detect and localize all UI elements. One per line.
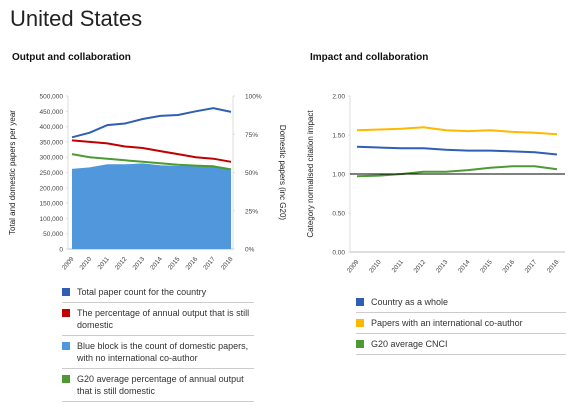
legend-item: G20 average CNCI xyxy=(356,334,566,355)
y-tick-label: 300,000 xyxy=(40,155,64,162)
x-tick-label: 2015 xyxy=(479,258,494,274)
x-tick-label: 2017 xyxy=(524,258,539,274)
legend-swatch xyxy=(356,298,364,306)
y-axis-label: Total and domestic papers per year xyxy=(8,110,17,235)
legend-swatch xyxy=(62,342,70,350)
legend-item: Blue block is the count of domestic pape… xyxy=(62,336,254,369)
chart-title: Impact and collaboration xyxy=(310,52,428,63)
x-tick-label: 2011 xyxy=(97,255,112,271)
x-tick-label: 2012 xyxy=(413,258,428,274)
legend-item: Total paper count for the country xyxy=(62,282,254,303)
legend-label: Total paper count for the country xyxy=(77,287,207,297)
series-line xyxy=(356,145,558,156)
legend-item: Country as a whole xyxy=(356,292,566,313)
y-tick-label: 0.00 xyxy=(332,250,345,257)
legend-swatch xyxy=(62,375,70,383)
area-fill xyxy=(72,163,231,249)
series-line xyxy=(356,126,558,136)
legend-swatch xyxy=(62,309,70,317)
legend-swatch xyxy=(356,319,364,327)
y-tick-label: 1.00 xyxy=(332,172,345,179)
x-tick-label: 2014 xyxy=(149,255,164,271)
page-title: United States xyxy=(10,6,142,31)
x-tick-label: 2018 xyxy=(546,258,561,274)
x-tick-label: 2014 xyxy=(457,258,472,274)
y-tick-label: 350,000 xyxy=(40,139,64,146)
y-tick-label: 150,000 xyxy=(40,201,64,208)
legend-item: The percentage of annual output that is … xyxy=(62,303,254,336)
chart-title: Output and collaboration xyxy=(12,52,131,63)
x-tick-label: 2010 xyxy=(368,258,383,274)
y-tick-label: 0 xyxy=(59,247,63,254)
legend: Total paper count for the country The per… xyxy=(62,282,254,402)
x-tick-label: 2018 xyxy=(220,255,235,271)
legend: Country as a whole Papers with an interna… xyxy=(356,292,566,355)
legend-swatch xyxy=(62,288,70,296)
y-tick-label: 2.00 xyxy=(332,94,345,101)
x-tick-label: 2012 xyxy=(114,255,129,271)
legend-item: G20 average percentage of annual output … xyxy=(62,369,254,402)
y-tick-label: 450,000 xyxy=(40,109,64,116)
legend-label: G20 average CNCI xyxy=(371,339,448,349)
series-line xyxy=(71,153,232,171)
x-tick-label: 2016 xyxy=(501,258,516,274)
y-tick-label: 0.50 xyxy=(332,211,345,218)
x-tick-label: 2016 xyxy=(185,255,200,271)
legend-swatch xyxy=(356,340,364,348)
legend-label: The percentage of annual output that is … xyxy=(77,308,250,330)
x-tick-label: 2009 xyxy=(346,258,361,274)
series-line xyxy=(356,165,558,178)
y2-tick-label: 75% xyxy=(245,132,258,139)
x-tick-label: 2013 xyxy=(132,255,147,271)
legend-label: Country as a whole xyxy=(371,297,449,307)
x-tick-label: 2011 xyxy=(391,258,406,274)
x-tick-label: 2010 xyxy=(79,255,94,271)
y-tick-label: 400,000 xyxy=(40,124,64,131)
x-tick-label: 2013 xyxy=(435,258,450,274)
y-axis-label: Category normalised citation impact xyxy=(306,110,315,238)
series-line xyxy=(71,107,232,139)
y2-tick-label: 25% xyxy=(245,208,258,215)
y2-axis-label: Domestic papers (inc G20) xyxy=(278,125,287,220)
y-tick-label: 1.50 xyxy=(332,133,345,140)
legend-label: Blue block is the count of domestic pape… xyxy=(77,341,249,363)
y2-tick-label: 50% xyxy=(245,170,258,177)
legend-label: Papers with an international co-author xyxy=(371,318,523,328)
y-tick-label: 100,000 xyxy=(40,216,64,223)
legend-item: Papers with an international co-author xyxy=(356,313,566,334)
y2-tick-label: 100% xyxy=(245,94,262,101)
x-tick-label: 2015 xyxy=(167,255,182,271)
legend-label: G20 average percentage of annual output … xyxy=(77,374,244,396)
y-tick-label: 50,000 xyxy=(43,231,63,238)
y-tick-label: 200,000 xyxy=(40,185,64,192)
x-tick-label: 2017 xyxy=(202,255,217,271)
x-tick-label: 2009 xyxy=(61,255,76,271)
y-tick-label: 500,000 xyxy=(40,94,64,101)
y-tick-label: 250,000 xyxy=(40,170,64,177)
series-line xyxy=(71,139,232,163)
y2-tick-label: 0% xyxy=(245,247,255,254)
